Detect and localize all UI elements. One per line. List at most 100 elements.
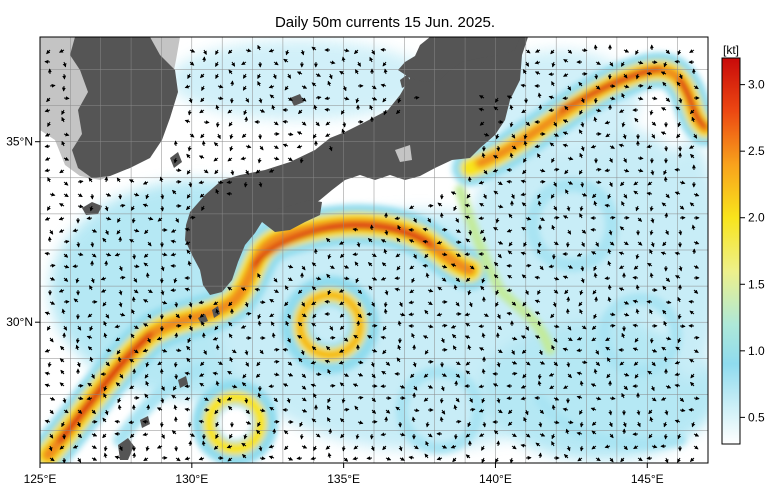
current-arrow <box>511 371 518 376</box>
current-arrow <box>660 131 667 136</box>
current-arrow <box>161 300 168 305</box>
current-arrow <box>674 372 681 377</box>
current-arrow <box>44 419 51 424</box>
current-arrow <box>521 274 527 279</box>
current-arrow <box>296 131 303 136</box>
current-arrow <box>268 384 275 389</box>
current-arrow <box>77 409 83 414</box>
current-arrow <box>343 373 349 377</box>
current-arrow <box>343 407 350 412</box>
current-arrow <box>520 251 527 256</box>
current-arrow <box>537 249 542 255</box>
current-arrow <box>215 104 220 111</box>
current-arrow <box>245 420 252 425</box>
y-tick-label: 35°N <box>6 135 33 149</box>
current-arrow <box>343 276 350 281</box>
current-arrow <box>580 181 585 188</box>
current-arrow <box>520 192 527 197</box>
current-arrow <box>595 61 601 65</box>
current-arrow <box>245 144 252 149</box>
current-arrow <box>119 275 126 280</box>
current-arrow <box>63 253 69 258</box>
current-arrow <box>215 73 220 79</box>
current-arrow <box>297 335 303 339</box>
current-arrow <box>637 60 644 65</box>
current-arrow <box>453 205 458 212</box>
current-arrow <box>160 193 165 200</box>
current-arrow <box>117 397 122 404</box>
current-arrow <box>75 344 80 351</box>
x-tick-label: 125°E <box>24 472 57 486</box>
current-arrow <box>606 373 611 379</box>
current-arrow <box>103 393 108 399</box>
current-arrow <box>116 177 121 183</box>
current-arrow <box>523 133 528 140</box>
current-arrow <box>578 81 583 87</box>
current-arrow <box>44 168 51 173</box>
current-arrow <box>46 97 51 103</box>
current-arrow <box>46 49 51 55</box>
current-arrow <box>564 169 569 175</box>
current-arrow <box>315 95 322 100</box>
current-arrow <box>200 73 205 79</box>
current-arrow <box>636 421 641 428</box>
current-arrow <box>465 277 471 282</box>
current-arrow <box>339 325 345 330</box>
current-arrow <box>199 382 205 387</box>
current-arrow <box>646 456 653 461</box>
current-arrow <box>507 250 513 255</box>
current-arrow <box>677 296 682 303</box>
current-arrow <box>440 337 445 344</box>
current-arrow <box>693 289 699 294</box>
current-arrow <box>665 49 670 55</box>
current-arrow <box>343 48 350 53</box>
current-arrow <box>257 392 262 399</box>
current-arrow <box>91 409 96 415</box>
current-arrow <box>44 383 51 388</box>
current-arrow <box>636 409 641 416</box>
current-arrow <box>104 205 109 212</box>
current-arrow <box>186 345 191 351</box>
current-arrow <box>674 59 681 64</box>
current-arrow <box>551 81 555 87</box>
current-arrow <box>495 301 499 307</box>
current-arrow <box>576 371 583 376</box>
current-arrow <box>525 61 530 67</box>
current-arrow <box>619 361 625 366</box>
current-arrow <box>665 193 670 199</box>
current-arrow <box>384 229 389 236</box>
current-arrow <box>511 145 517 150</box>
current-arrow <box>567 337 573 342</box>
current-arrow <box>623 312 630 317</box>
current-arrow <box>576 348 583 353</box>
current-arrow <box>441 373 447 377</box>
current-arrow <box>311 262 317 267</box>
current-arrow <box>156 407 163 412</box>
current-arrow <box>647 262 653 267</box>
current-arrow <box>203 397 209 401</box>
current-arrow <box>324 107 331 112</box>
current-arrow <box>649 337 654 344</box>
current-arrow <box>339 240 345 245</box>
current-arrow <box>259 145 264 151</box>
current-arrow <box>593 313 598 320</box>
current-arrow <box>313 104 318 111</box>
current-arrow <box>651 96 658 101</box>
current-arrow <box>581 192 588 197</box>
current-arrow <box>580 145 585 152</box>
current-arrow <box>675 346 681 351</box>
current-arrow <box>423 373 429 378</box>
current-arrow <box>245 409 250 415</box>
current-arrow <box>411 416 416 423</box>
current-arrow <box>592 289 597 295</box>
current-arrow <box>271 104 276 111</box>
current-arrow <box>398 301 403 308</box>
current-arrow <box>562 143 569 148</box>
current-arrow <box>49 263 56 268</box>
current-arrow <box>576 395 583 400</box>
current-arrow <box>422 263 429 268</box>
current-arrow <box>89 285 93 291</box>
current-arrow <box>651 348 658 353</box>
current-arrow <box>549 385 555 390</box>
current-arrow <box>581 325 587 330</box>
